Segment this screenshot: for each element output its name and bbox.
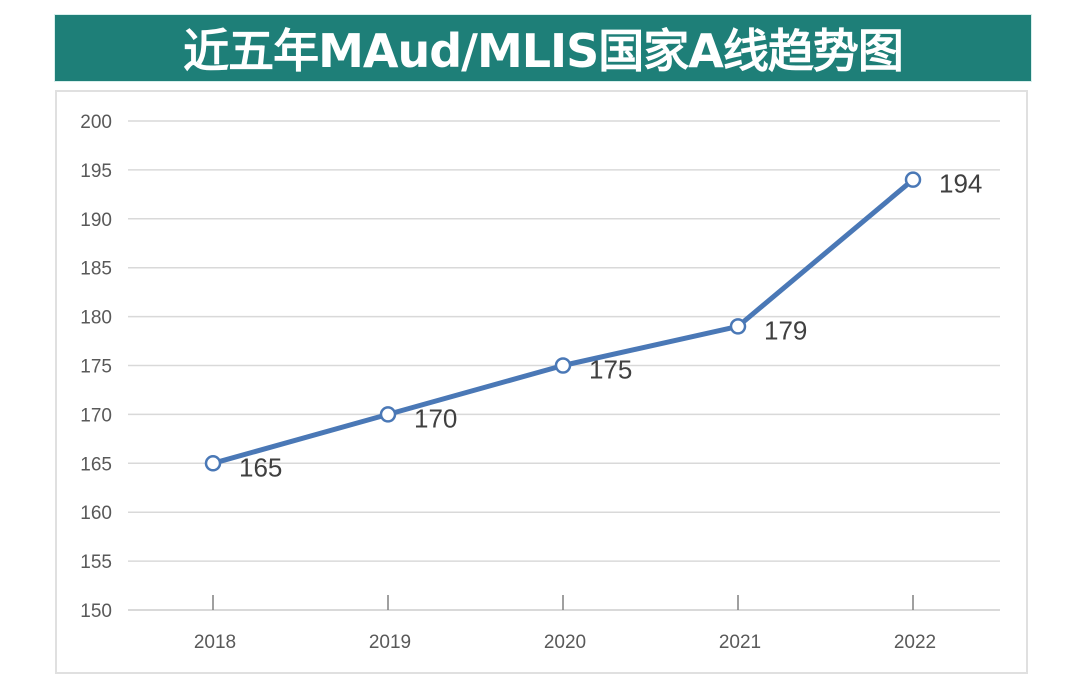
x-axis: 2018 2019 2020 2021 2022: [194, 595, 936, 653]
chart-title: 近五年MAud/MLIS国家A线趋势图: [183, 24, 904, 78]
y-tick-label: 150: [80, 601, 112, 622]
x-tick-label: 2019: [369, 632, 411, 653]
y-tick-label: 160: [80, 503, 112, 524]
y-tick-label: 165: [80, 454, 112, 475]
series-line: [210, 177, 916, 466]
y-tick-label: 155: [80, 552, 112, 573]
y-tick-label: 200: [80, 112, 112, 133]
y-tick-label: 170: [80, 405, 112, 426]
data-label: 194: [939, 169, 982, 199]
x-tick-label: 2022: [894, 632, 936, 653]
chart-title-banner: 近五年MAud/MLIS国家A线趋势图: [55, 15, 1031, 81]
data-point-marker: [379, 406, 397, 423]
data-point-marker: [729, 318, 747, 335]
x-tick-label: 2021: [719, 632, 761, 653]
data-label: 170: [414, 403, 457, 433]
x-tick-label: 2018: [194, 632, 236, 653]
data-label: 175: [589, 355, 632, 385]
y-tick-label: 180: [80, 308, 112, 329]
y-tick-label: 195: [80, 161, 112, 182]
data-point-marker: [554, 357, 572, 374]
gridlines: [128, 120, 1000, 611]
y-tick-label: 175: [80, 357, 112, 378]
data-labels: 165 170 175 179 194: [239, 169, 982, 483]
data-point-marker: [904, 171, 922, 188]
y-tick-label: 185: [80, 259, 112, 280]
y-axis-ticks: 150 155 160 165 170 175 180 185 190 195 200: [80, 112, 112, 622]
data-point-marker: [204, 455, 222, 472]
y-tick-label: 190: [80, 210, 112, 231]
x-tick-label: 2020: [544, 632, 586, 653]
series-national-a-line: [204, 171, 922, 472]
data-label: 165: [239, 452, 282, 482]
data-label: 179: [764, 315, 807, 345]
chart-area: [55, 90, 1028, 674]
